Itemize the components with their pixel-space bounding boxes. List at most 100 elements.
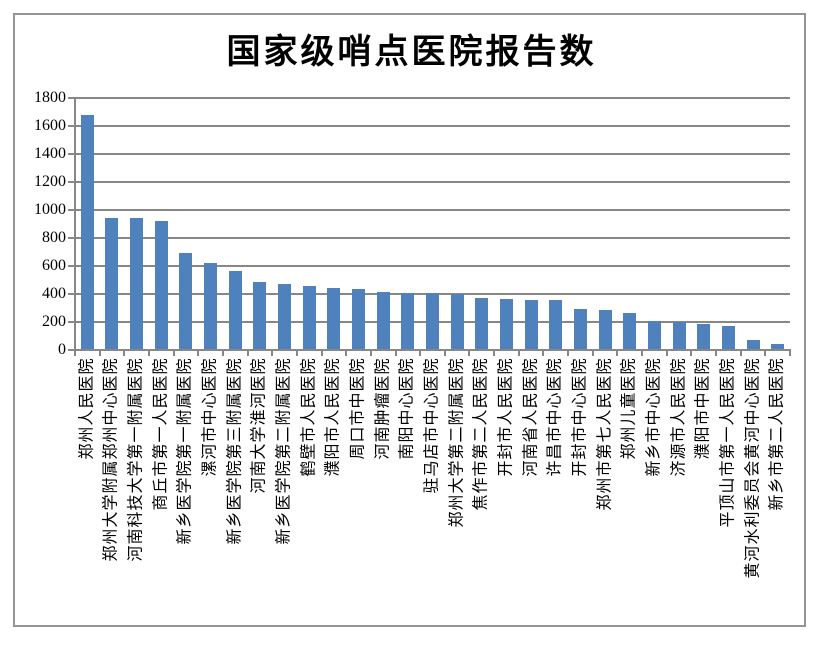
x-axis-tick [493,350,496,356]
x-category-label: 河南省人民医院 [522,357,540,477]
x-category-label: 济源市人民医院 [670,357,688,477]
y-axis-tick [68,181,74,183]
x-category-label: 濮阳市中医院 [694,357,712,460]
x-category-label: 南阳中心医院 [398,357,416,460]
x-axis-tick [147,350,150,356]
bar [80,114,94,350]
y-axis-tick [68,265,74,267]
bar [179,253,193,350]
x-axis-line [74,349,791,351]
y-gridline [75,125,790,127]
bar [352,289,366,350]
y-tick-label: 1800 [34,89,66,106]
bar [647,321,661,350]
x-axis-tick [591,350,594,356]
bar [376,291,390,350]
y-gridline [75,237,790,239]
y-tick-label: 1400 [34,145,66,162]
y-tick-label: 1000 [34,201,66,218]
x-axis-tick [123,350,126,356]
x-axis-tick [715,350,718,356]
bar [426,293,439,350]
x-category-label: 河南肿瘤医院 [374,357,392,460]
y-tick-label: 1200 [34,173,66,190]
bar [475,298,489,350]
x-axis-tick [665,350,668,356]
x-category-label: 商丘市第一人民医院 [152,357,170,511]
x-axis-tick [172,350,175,356]
bar [771,344,785,350]
x-category-label: 濮阳市人民医院 [324,357,342,477]
y-tick-label: 400 [42,285,66,302]
x-category-label: 郑州儿童医院 [620,357,638,460]
bar [228,270,242,350]
x-axis-tick [271,350,274,356]
x-category-label: 新乡医学院第一附属医院 [176,357,194,545]
bar [204,263,218,350]
bar [549,300,563,350]
x-axis-tick [394,350,397,356]
bar [499,298,513,350]
x-axis-tick [369,350,372,356]
x-axis-tick [616,350,619,356]
y-gridline [75,181,790,183]
x-category-label: 鹤壁市人民医院 [300,357,318,477]
x-axis-tick [221,350,224,356]
x-category-label: 河南科技大学第一附属医院 [127,357,145,562]
y-gridline [75,265,790,267]
x-category-label: 郑州人民医院 [78,357,96,460]
x-category-label: 驻马店市中心医院 [423,357,441,494]
x-category-label: 新乡市第二人民医院 [768,357,786,511]
x-axis-tick [567,350,570,356]
x-category-label: 河南大学淮河医院 [250,357,268,494]
y-axis-tick [68,349,74,351]
x-axis-tick [197,350,200,356]
x-category-label: 开封市人民医院 [497,357,515,477]
x-axis-tick [542,350,545,356]
x-axis-tick [295,350,298,356]
bar [672,322,686,350]
x-category-label: 黄河水利委员会黄河中心医院 [744,357,762,579]
x-category-label: 郑州市第七人民医院 [596,357,614,511]
x-axis-tick [419,350,422,356]
bar [154,220,168,350]
x-category-label: 新乡医学院第二附属医院 [275,357,293,545]
y-tick-label: 600 [42,257,66,274]
x-axis-tick [739,350,742,356]
x-axis-tick [641,350,644,356]
y-axis-tick [68,125,74,127]
bar [130,218,144,350]
x-axis-tick [468,350,471,356]
y-tick-label: 200 [42,313,66,330]
y-axis-tick [68,293,74,295]
x-category-label: 郑州大学附属郑州中心医院 [102,357,120,562]
bar [278,284,292,350]
x-axis-tick [246,350,249,356]
bar [105,218,119,350]
x-category-label: 漯河市中心医院 [201,357,219,477]
bar [253,282,267,350]
y-axis-tick [68,321,74,323]
x-category-label: 焦作市第二人民医院 [472,357,490,511]
x-category-label: 郑州大学第二附属医院 [448,357,466,528]
y-gridline [75,209,790,211]
y-gridline [75,97,790,99]
y-axis-tick [68,237,74,239]
y-axis-tick [68,209,74,211]
bar [721,325,735,350]
bar [697,324,711,350]
x-category-label: 平顶山市第一人民医院 [719,357,737,528]
x-axis-tick [517,350,520,356]
bar [327,287,341,350]
x-category-label: 开封市中心医院 [571,357,589,477]
y-gridline [75,153,790,155]
x-axis-tick [98,350,101,356]
bar [450,294,464,350]
x-category-label: 周口市中医院 [349,357,367,460]
x-category-label: 新乡医学院第三附属医院 [226,357,244,545]
x-axis-tick [345,350,348,356]
x-axis-tick [443,350,446,356]
x-axis-tick [764,350,767,356]
x-axis-tick [74,350,76,356]
x-axis-tick [690,350,693,356]
